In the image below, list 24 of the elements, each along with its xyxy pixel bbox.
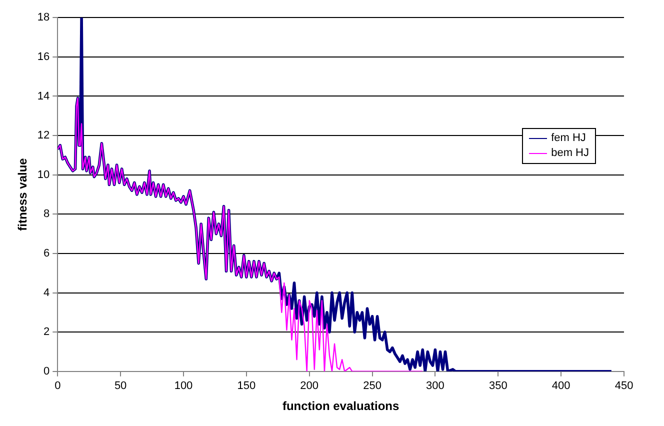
y-tick-label: 2 xyxy=(44,326,50,338)
y-tick-label: 18 xyxy=(37,12,50,24)
y-tick-label: 14 xyxy=(37,90,50,102)
y-axis-title: fitness value xyxy=(16,158,30,231)
y-tick-label: 16 xyxy=(37,50,50,63)
x-tick-label: 250 xyxy=(363,380,382,392)
legend-label: fem HJ xyxy=(551,131,586,146)
x-tick-label: 50 xyxy=(114,380,127,392)
x-tick-label: 0 xyxy=(54,380,61,392)
x-tick-label: 150 xyxy=(237,380,256,392)
y-tick-label: 10 xyxy=(37,168,50,181)
x-tick-label: 450 xyxy=(614,380,634,392)
y-tick-label: 12 xyxy=(37,130,50,142)
x-tick-label: 200 xyxy=(300,380,319,392)
y-tick-label: 8 xyxy=(44,208,50,220)
y-tick-label: 4 xyxy=(44,286,50,299)
x-tick-label: 100 xyxy=(174,380,193,392)
y-tick-label: 6 xyxy=(44,248,50,260)
x-axis-title: function evaluations xyxy=(282,399,400,414)
x-tick-label: 300 xyxy=(426,380,444,392)
x-tick-label: 400 xyxy=(552,380,570,392)
x-tick-label: 350 xyxy=(488,380,508,392)
legend-label: bem HJ xyxy=(551,146,589,161)
y-tick-label: 0 xyxy=(44,365,50,378)
